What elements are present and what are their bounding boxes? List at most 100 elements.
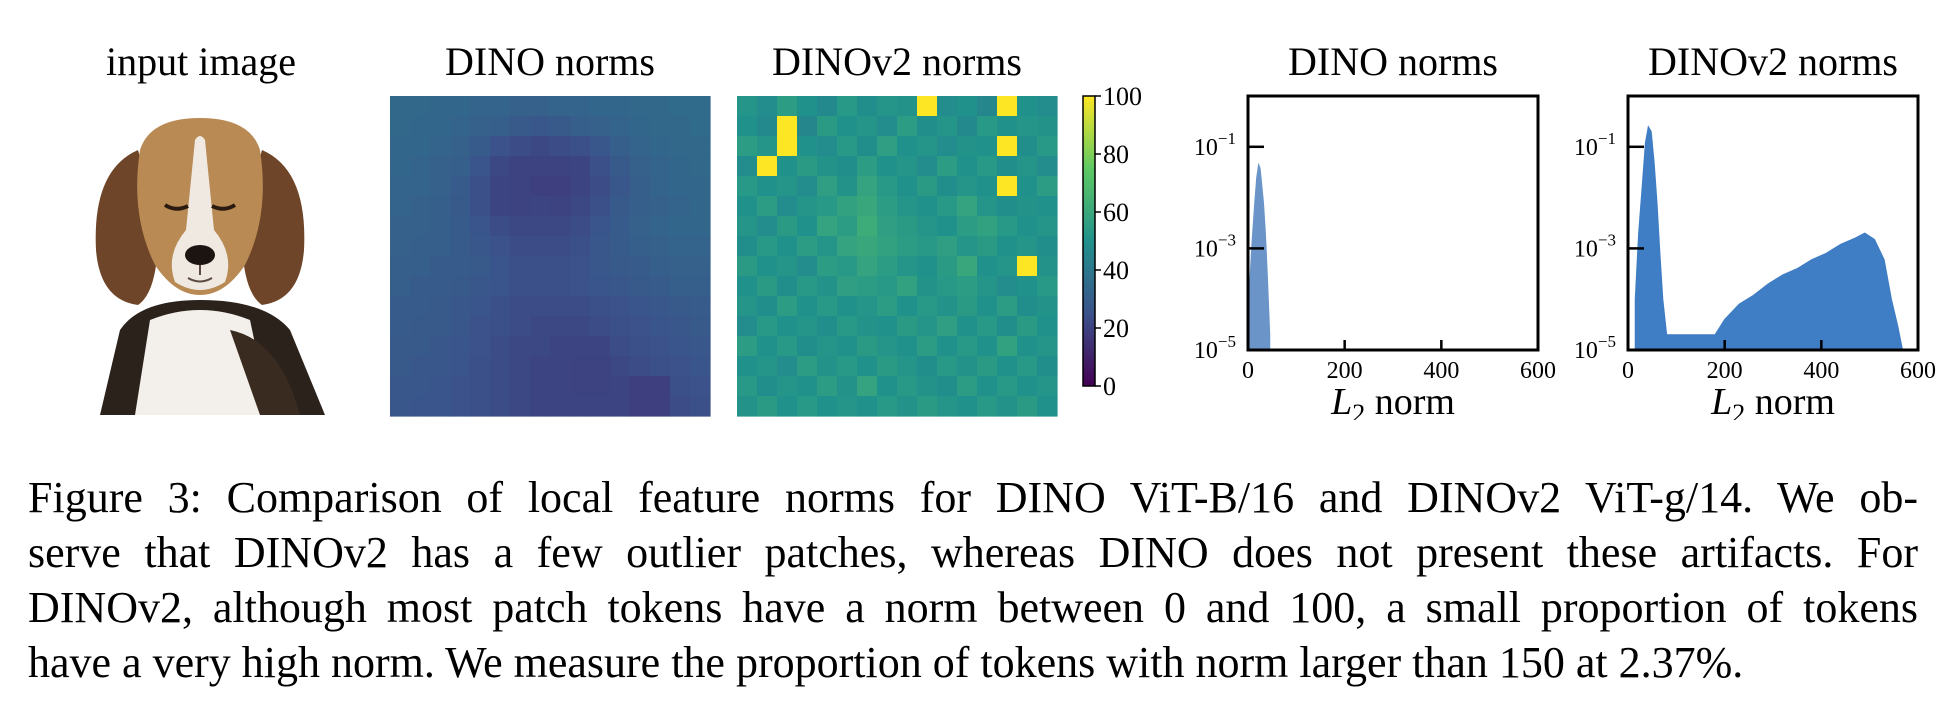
heatmap-cell	[837, 276, 858, 297]
heatmap-cell	[690, 276, 711, 297]
heatmap-cell	[937, 256, 958, 277]
heatmap-cell	[430, 256, 451, 277]
heatmap-cell	[390, 236, 411, 257]
heatmap-cell	[470, 276, 491, 297]
heatmap-cell	[1017, 196, 1038, 217]
heatmap-cell	[777, 96, 798, 117]
heatmap-cell	[530, 236, 551, 257]
heatmap-cell	[390, 356, 411, 377]
heatmap-cell	[737, 336, 758, 357]
heatmap-cell	[837, 176, 858, 197]
heatmap-cell	[510, 96, 531, 117]
heatmap-cell	[670, 116, 691, 137]
heatmap-cell	[510, 216, 531, 237]
heatmap-cell	[430, 336, 451, 357]
heatmap-cell	[450, 396, 471, 417]
y-tick-label: 10−1	[1574, 129, 1616, 161]
heatmap-cell	[777, 116, 798, 137]
heatmap-cell	[530, 336, 551, 357]
heatmap-cell	[917, 376, 938, 397]
heatmap-cell	[630, 296, 651, 317]
heatmap-cell	[410, 316, 431, 337]
heatmap-cell	[670, 156, 691, 177]
heatmap-cell	[797, 296, 818, 317]
heatmap-cell	[817, 116, 838, 137]
heatmap-cell	[590, 236, 611, 257]
heatmap-cell	[757, 376, 778, 397]
heatmap-cell	[470, 196, 491, 217]
heatmap-cell	[650, 356, 671, 377]
heatmap-cell	[590, 156, 611, 177]
heatmap-cell	[470, 336, 491, 357]
heatmap-cell	[817, 236, 838, 257]
heatmap-cell	[690, 176, 711, 197]
heatmap-cell	[777, 336, 798, 357]
heatmap-cell	[650, 276, 671, 297]
heatmap-cell	[917, 336, 938, 357]
heatmap-cell	[817, 396, 838, 417]
heatmap-cell	[797, 156, 818, 177]
heatmap-cell	[977, 116, 998, 137]
heatmap-cell	[817, 356, 838, 377]
heatmap-cell	[430, 216, 451, 237]
heatmap-cell	[390, 176, 411, 197]
heatmap-cell	[937, 316, 958, 337]
heatmap-cell	[837, 136, 858, 157]
heatmap-cell	[857, 176, 878, 197]
heatmap-cell	[390, 96, 411, 117]
heatmap-cell	[857, 156, 878, 177]
heatmap-cell	[937, 216, 958, 237]
heatmap-cell	[410, 256, 431, 277]
heatmap-cell	[737, 356, 758, 377]
heatmap-cell	[510, 336, 531, 357]
heatmap-cell	[937, 156, 958, 177]
heatmap-cell	[917, 276, 938, 297]
heatmap-cell	[797, 176, 818, 197]
heatmap-cell	[917, 136, 938, 157]
heatmap-cell	[570, 296, 591, 317]
heatmap-cell	[837, 96, 858, 117]
heatmap-cell	[550, 196, 571, 217]
heatmap-cell	[450, 336, 471, 357]
heatmap-cell	[570, 176, 591, 197]
x-tick-label: 600	[1520, 358, 1556, 384]
heatmap-cell	[670, 216, 691, 237]
heatmap-cell	[937, 376, 958, 397]
heatmap-cell	[570, 276, 591, 297]
heatmap-cell	[737, 276, 758, 297]
heatmap-cell	[610, 216, 631, 237]
heatmap-cell	[490, 336, 511, 357]
heatmap-cell	[550, 136, 571, 157]
heatmap-cell	[390, 296, 411, 317]
heatmap-cell	[450, 156, 471, 177]
heatmap-cell	[857, 276, 878, 297]
heatmap-cell	[550, 376, 571, 397]
heatmap-cell	[777, 136, 798, 157]
heatmap-cell	[470, 376, 491, 397]
heatmap-cell	[877, 296, 898, 317]
heatmap-cell	[837, 156, 858, 177]
heatmap-cell	[917, 196, 938, 217]
histogram-area	[1634, 125, 1904, 351]
dino-norm-histogram: 10−1 10−3 10−50 200 400 600 L2 norm	[1194, 94, 1556, 420]
heatmap-cell	[757, 156, 778, 177]
heatmap-cell	[797, 236, 818, 257]
heatmap-cell	[690, 156, 711, 177]
heatmap-cell	[410, 216, 431, 237]
heatmap-cell	[490, 356, 511, 377]
heatmap-cell	[737, 176, 758, 197]
heatmap-cell	[1037, 176, 1058, 197]
heatmap-cell	[837, 376, 858, 397]
heatmap-cell	[530, 296, 551, 317]
heatmap-cell	[610, 196, 631, 217]
dinov2-map-title: DINOv2 norms	[772, 39, 1022, 84]
caption-line-4: have a very high norm. We measure the pr…	[28, 638, 1744, 687]
heatmap-cell	[897, 376, 918, 397]
heatmap-cell	[737, 156, 758, 177]
heatmap-cell	[650, 96, 671, 117]
heatmap-cell	[917, 116, 938, 137]
heatmap-cell	[590, 116, 611, 137]
heatmap-cell	[450, 356, 471, 377]
heatmap-cell	[390, 116, 411, 137]
heatmap-cell	[610, 276, 631, 297]
